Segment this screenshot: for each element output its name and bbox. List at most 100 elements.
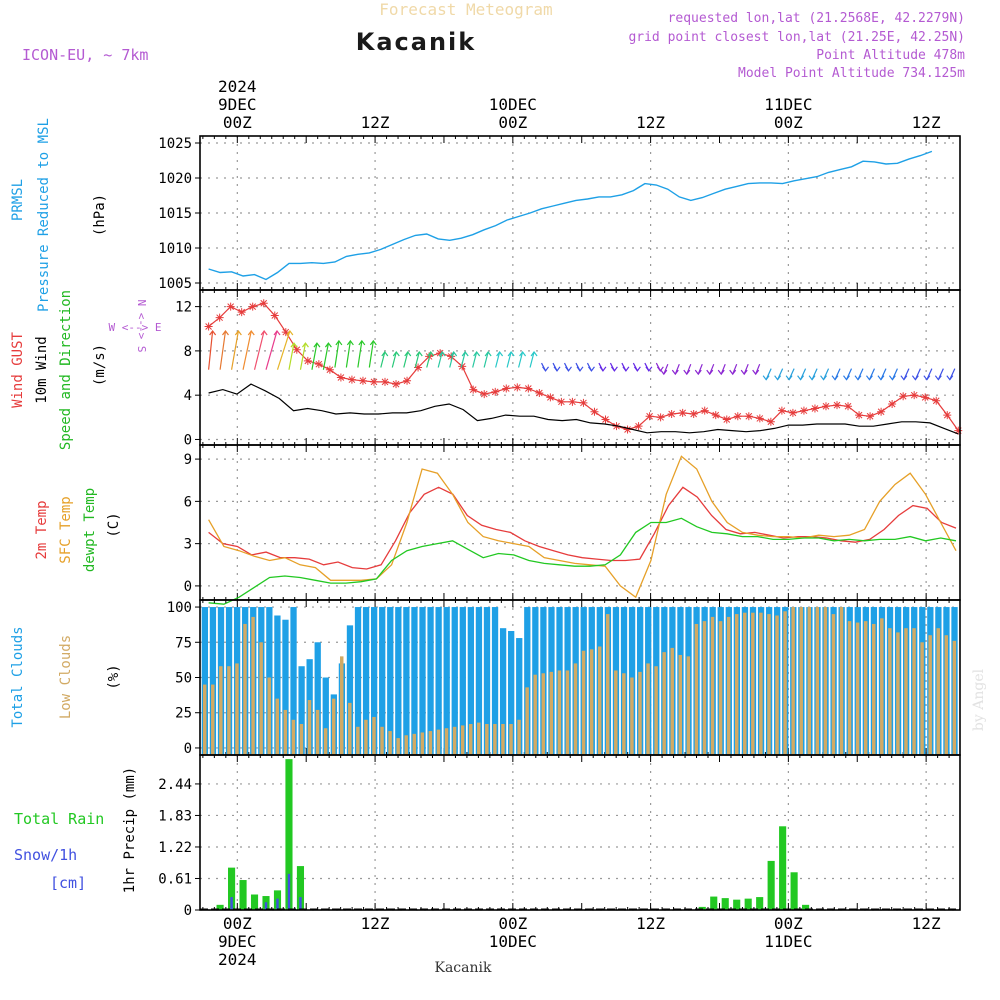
wind-direction-arrow [437,351,443,368]
time-tick-label: 00Z [223,113,252,132]
wind-arrow-head [900,375,908,381]
gust-point [436,349,445,358]
snow-label: Snow/1h [14,846,77,864]
gust-point [215,313,224,322]
wind-arrow-head [530,351,538,357]
low-cloud-bar [412,733,417,755]
low-cloud-bar [952,640,957,755]
wind-arrow-head [438,351,446,357]
gust-point [458,362,467,371]
wind-direction-arrow [403,351,409,368]
wind-arrow-head [565,366,572,372]
wind-arrow-head [645,366,653,372]
series-10m-wind-line [208,383,959,435]
y-tick-label: 0.61 [158,871,192,887]
series-prmsl-line [208,150,933,281]
low-cloud-bar [855,622,860,755]
wind-direction-arrow [449,351,455,368]
rain-bar [710,896,718,910]
gust-point [248,302,257,311]
gust-point [855,411,864,420]
low-cloud-bar [589,649,594,755]
gust-point [513,383,522,392]
low-cloud-bar [807,607,811,755]
gust-point [303,356,312,365]
gust-point [281,328,290,337]
gust-point [314,360,323,369]
grid-point-lonlat: grid point closest lon,lat (21.25E, 42.2… [628,30,965,45]
wind-arrow-head [683,369,691,376]
wind-arrow-head [335,339,343,346]
rain-bar [767,860,775,910]
compass-we-label: W <--> E [109,321,162,334]
gust-point [403,376,412,385]
wind-arrow-head [831,375,839,381]
y-tick-label: 3 [184,537,192,553]
low-cloud-bar [791,607,795,755]
gust-point [237,308,246,317]
series-sfc-temp-line [208,455,957,599]
rain-bar [239,880,247,910]
wind-direction-arrow [242,330,252,370]
low-cloud-bar [219,666,223,755]
compass-ns-label: N <--> S [135,300,148,353]
wind-direction-arrow [414,351,420,368]
low-cloud-bar [468,724,473,755]
low-cloud-bar [509,724,513,755]
low-cloud-bar [686,656,691,755]
total-cloud-bar [508,631,515,755]
wind-arrow-head [671,369,679,376]
wind-direction-arrow [380,351,386,368]
gust-point [700,406,709,415]
wind-arrow-head [923,375,931,381]
low-cloud-bar [662,652,666,755]
y-tick-label: 8 [184,344,192,360]
wind-arrow-head [656,366,664,372]
low-cloud-bar [743,612,747,755]
wind-arrow-head [427,351,435,357]
model-point-altitude: Model Point Altitude 734.125m [738,66,965,81]
wind-arrow-head [729,369,737,376]
time-tick-label: 12Z [912,914,941,933]
gust-point [623,425,632,434]
gust-point [656,413,665,422]
point-altitude: Point Altitude 478m [816,48,965,63]
series-2m-temp-line [208,486,957,570]
low-cloud-bar [646,663,650,755]
wind-gust-label: Wind GUST [10,332,26,408]
time-tick-label: 10DEC [489,932,537,951]
gust-point [590,407,599,416]
gust-point [954,426,963,435]
clouds-panel: 0 25 50 75 100 [167,599,961,757]
precip-frame [199,754,961,911]
wind-direction-arrow [299,343,307,370]
low-cloud-bar [267,677,271,755]
low-cloud-bar [702,621,707,755]
time-tick-label: 2024 [218,950,257,969]
low-cloud-bar [388,731,392,755]
low-clouds-label: Low Clouds [58,635,74,719]
temp-unit-label: (C) [106,512,122,537]
wind-arrow-head [286,329,294,336]
wind-arrow-head [484,351,492,357]
wind-arrow-head [346,339,354,346]
pressure-labels: PRMSL Pressure Reduced to MSL (hPa) [10,118,108,312]
gust-point [667,410,676,418]
y-tick-label: 1015 [158,206,192,222]
low-cloud-bar [501,724,505,755]
model-label: ICON-EU, ~ 7km [22,46,148,64]
wind-arrow-head [946,375,954,381]
wind-arrow-head [290,342,298,348]
wind-arrow-head [740,369,748,376]
wind-arrow-head [358,339,366,346]
time-tick-label: 00Z [498,914,527,933]
low-cloud-bar [936,628,940,755]
low-cloud-bar [557,670,562,755]
total-cloud-bar [516,638,523,755]
y-tick-label: 1010 [158,241,192,257]
total-cloud-bar [201,607,209,755]
time-tick-label: 2024 [218,77,257,96]
wind-arrow-head [222,329,229,336]
total-cloud-bar [387,607,394,755]
